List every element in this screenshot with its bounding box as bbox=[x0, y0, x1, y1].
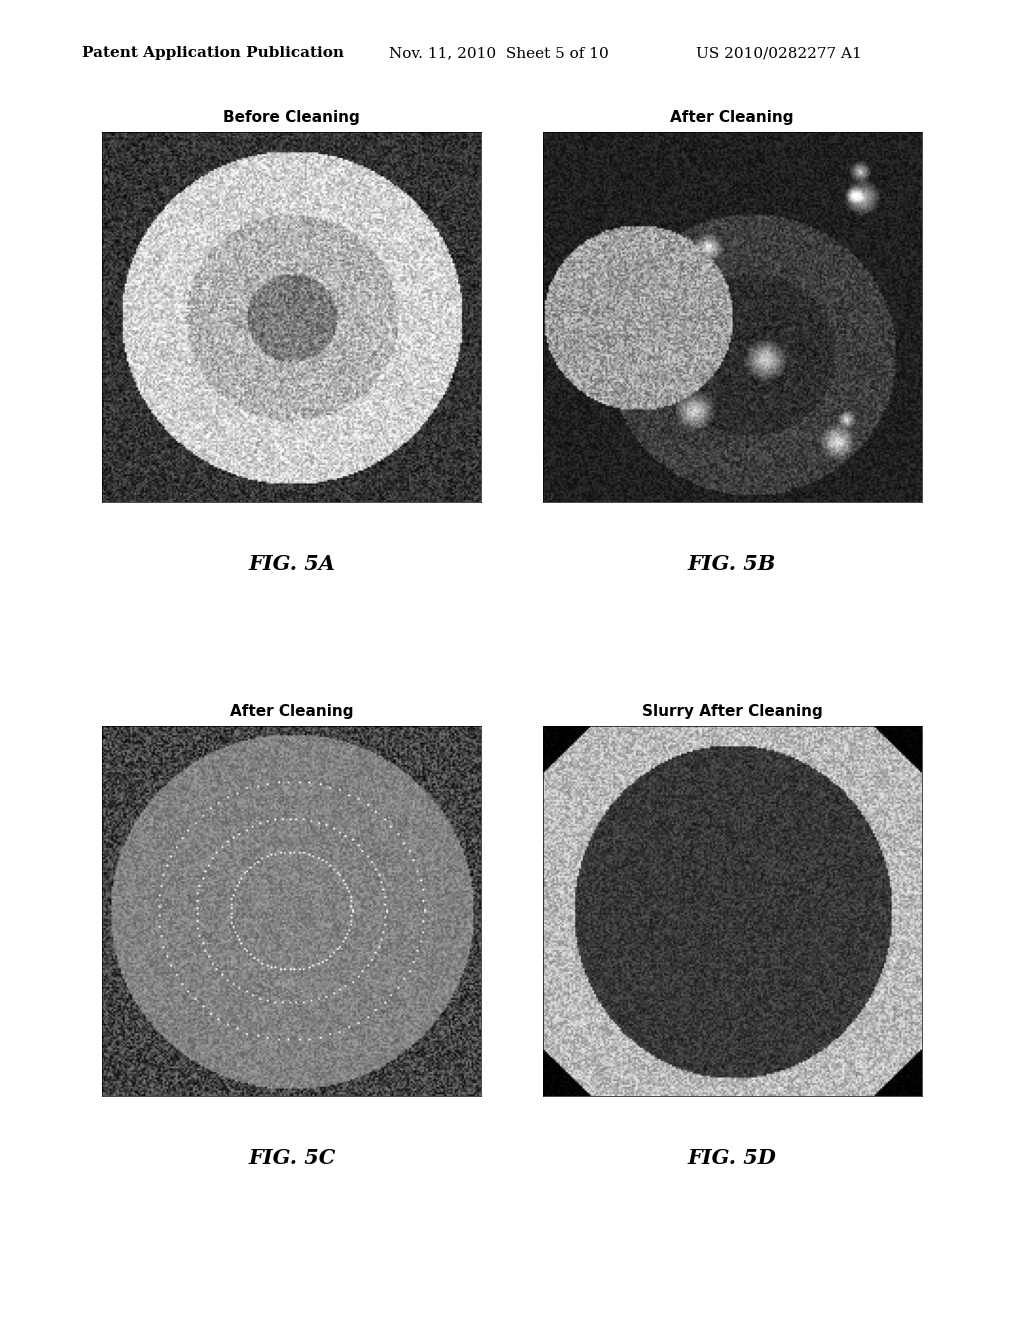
Text: After Cleaning: After Cleaning bbox=[230, 705, 353, 719]
Text: Patent Application Publication: Patent Application Publication bbox=[82, 46, 344, 61]
Text: Slurry After Cleaning: Slurry After Cleaning bbox=[642, 705, 822, 719]
Text: FIG. 5C: FIG. 5C bbox=[248, 1148, 336, 1168]
Text: Before Cleaning: Before Cleaning bbox=[223, 111, 360, 125]
Text: Nov. 11, 2010  Sheet 5 of 10: Nov. 11, 2010 Sheet 5 of 10 bbox=[389, 46, 609, 61]
Text: FIG. 5D: FIG. 5D bbox=[688, 1148, 776, 1168]
Text: FIG. 5A: FIG. 5A bbox=[249, 554, 335, 574]
Text: FIG. 5B: FIG. 5B bbox=[688, 554, 776, 574]
Text: After Cleaning: After Cleaning bbox=[671, 111, 794, 125]
Text: US 2010/0282277 A1: US 2010/0282277 A1 bbox=[696, 46, 862, 61]
